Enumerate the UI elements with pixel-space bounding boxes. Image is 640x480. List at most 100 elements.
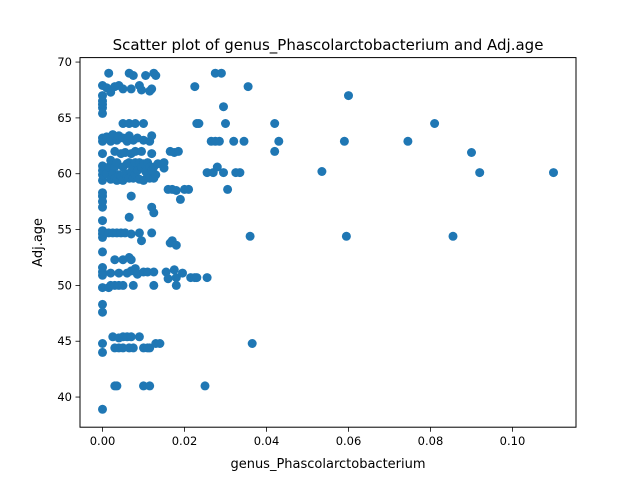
data-point xyxy=(149,267,159,277)
y-tick-label: 55 xyxy=(57,223,72,237)
x-tick-label: 0.06 xyxy=(336,434,362,448)
data-point xyxy=(149,280,159,290)
y-tick-label: 70 xyxy=(57,55,72,69)
data-point xyxy=(448,231,458,241)
data-point xyxy=(98,188,107,198)
data-point xyxy=(134,332,144,342)
data-point xyxy=(98,307,107,317)
data-point xyxy=(98,216,107,226)
data-point xyxy=(128,71,138,80)
x-tick-label: 0.04 xyxy=(254,434,280,448)
data-point xyxy=(147,84,157,94)
data-point xyxy=(139,381,148,391)
data-point xyxy=(98,299,107,309)
data-point xyxy=(126,332,136,342)
data-point xyxy=(128,343,138,353)
data-point xyxy=(229,136,239,146)
data-point xyxy=(171,273,181,283)
data-point xyxy=(223,184,233,194)
data-point xyxy=(235,168,245,178)
data-point xyxy=(145,381,155,391)
data-point xyxy=(118,280,128,290)
data-point xyxy=(194,119,204,128)
data-point xyxy=(98,283,107,293)
data-point xyxy=(112,381,122,391)
data-point xyxy=(175,194,185,204)
data-point xyxy=(151,71,161,80)
y-tick-label: 50 xyxy=(57,278,72,292)
plot-frame xyxy=(79,57,577,428)
data-point xyxy=(126,84,136,94)
data-point xyxy=(274,136,284,146)
y-axis: 40 45 50 55 60 65 70 xyxy=(57,55,80,404)
data-point xyxy=(134,228,144,238)
x-axis: 0.00 0.02 0.04 0.06 0.08 0.10 xyxy=(90,427,525,448)
data-point xyxy=(270,146,280,156)
data-point xyxy=(467,148,476,157)
chart-title: Scatter plot of genus_Phascolarctobacter… xyxy=(113,36,544,55)
points-layer xyxy=(98,68,558,414)
data-point xyxy=(549,168,558,178)
data-point xyxy=(221,119,230,128)
data-point xyxy=(216,68,226,78)
data-point xyxy=(137,85,146,95)
data-point xyxy=(173,146,183,156)
data-point xyxy=(212,162,222,172)
data-point xyxy=(130,119,140,128)
data-point xyxy=(98,91,107,101)
data-point xyxy=(137,236,146,246)
data-point xyxy=(118,84,128,94)
x-tick-label: 0.00 xyxy=(90,434,116,448)
data-point xyxy=(159,158,169,168)
data-point xyxy=(192,273,202,283)
data-point xyxy=(130,146,140,156)
data-point xyxy=(137,146,146,156)
data-point xyxy=(124,212,134,222)
data-point xyxy=(155,339,165,348)
data-point xyxy=(341,231,351,241)
data-point xyxy=(171,280,181,290)
y-tick-label: 60 xyxy=(57,167,72,181)
data-point xyxy=(98,263,107,272)
data-point xyxy=(104,68,114,78)
data-point xyxy=(245,231,255,241)
data-point xyxy=(114,268,124,278)
data-point xyxy=(190,82,200,92)
data-point xyxy=(149,208,159,218)
data-point xyxy=(139,119,148,128)
data-point xyxy=(118,119,128,128)
data-point xyxy=(317,167,327,176)
data-point xyxy=(344,91,353,101)
data-point xyxy=(202,273,212,283)
data-point xyxy=(126,255,136,265)
data-point xyxy=(219,168,228,178)
data-point xyxy=(98,339,107,348)
data-point xyxy=(98,347,107,357)
data-point xyxy=(239,136,249,146)
data-point xyxy=(178,268,187,278)
y-tick-label: 40 xyxy=(57,390,72,404)
x-tick-label: 0.02 xyxy=(172,434,198,448)
data-point xyxy=(171,186,181,195)
data-point xyxy=(430,119,440,128)
data-point xyxy=(243,82,253,92)
data-point xyxy=(403,136,413,146)
data-point xyxy=(247,339,257,348)
data-point xyxy=(110,255,120,265)
data-point xyxy=(126,191,136,201)
data-point xyxy=(98,149,107,159)
data-point xyxy=(98,247,107,257)
data-point xyxy=(128,280,138,290)
data-point xyxy=(143,267,153,277)
data-point xyxy=(219,102,228,112)
y-tick-label: 65 xyxy=(57,111,72,125)
data-point xyxy=(200,381,210,391)
data-point xyxy=(126,229,136,239)
data-point xyxy=(147,149,157,159)
x-tick-label: 0.08 xyxy=(418,434,444,448)
data-point xyxy=(214,136,224,146)
data-point xyxy=(270,119,280,128)
data-point xyxy=(106,268,116,278)
data-point xyxy=(184,184,194,194)
